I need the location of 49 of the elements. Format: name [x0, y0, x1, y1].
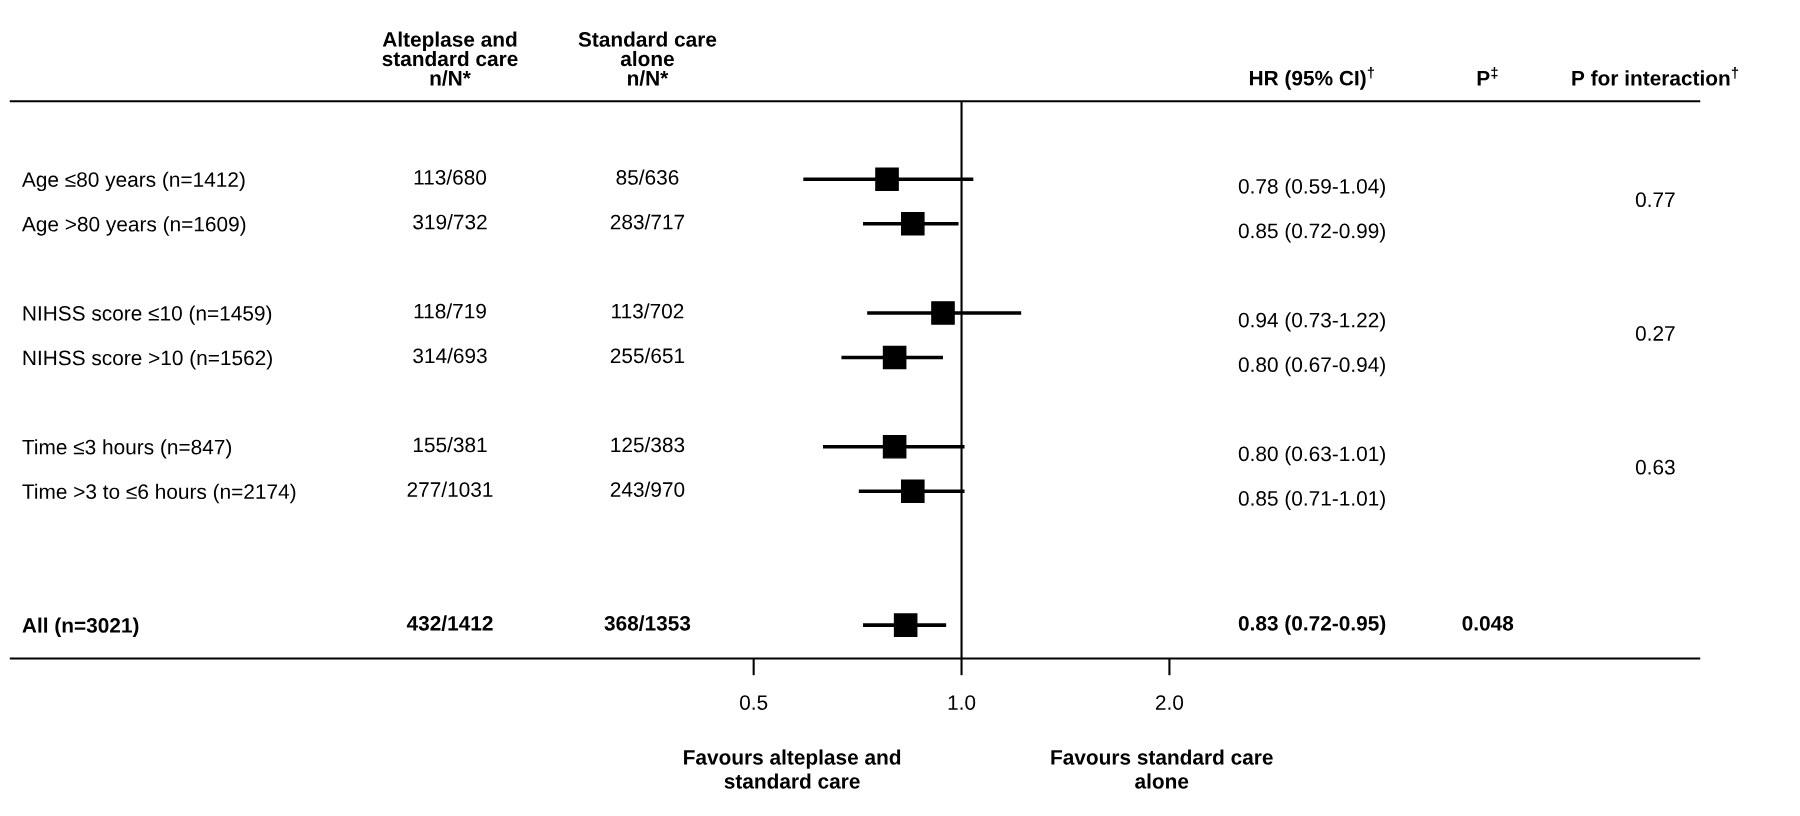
point — [875, 167, 899, 192]
y-tick-label: Time ≤3 hours (n=847) — [22, 439, 232, 459]
annotation: 432/1412 — [406, 615, 493, 631]
annotation: 85/636 — [616, 169, 679, 185]
annotation: 314/693 — [413, 347, 487, 364]
text: Favours standard care alone — [1051, 749, 1273, 789]
point — [900, 479, 925, 504]
annotation: 0.94 (0.73-1.22) — [1238, 312, 1385, 332]
point — [931, 301, 955, 325]
x-tick-label: 0.5 — [740, 695, 768, 710]
y-tick-label: Age >80 years (n=1609) — [21, 216, 246, 236]
annotation: 0.048 — [1462, 615, 1514, 631]
annotation: 0.83 (0.72-0.95) — [1238, 615, 1386, 635]
text: Favours alteplase and standard care — [684, 749, 901, 789]
annotation: 243/970 — [610, 481, 685, 497]
y-tick-label: Age ≤80 years (n=1412) — [21, 171, 245, 192]
x-tick-label: 2.0 — [1155, 695, 1184, 710]
annotation: 0.80 (0.63-1.01) — [1238, 445, 1385, 466]
annotation: 125/383 — [611, 437, 685, 453]
y-tick-label: NIHSS score ≤10 (n=1459) — [23, 305, 272, 325]
text: P for interaction$^{†}$ — [1572, 67, 1739, 86]
annotation: 0.63 — [1635, 459, 1675, 475]
annotation: 0.80 (0.67-0.94) — [1238, 356, 1385, 377]
text: HR (95% CI)$^{†}$ — [1249, 67, 1374, 90]
point — [893, 613, 918, 637]
text: Standard care alone n/N* — [578, 31, 717, 86]
annotation: 113/702 — [612, 303, 684, 319]
annotation: 155/381 — [413, 437, 487, 453]
annotation: 277/1031 — [407, 481, 493, 497]
text: P$^{‡}$ — [1477, 67, 1498, 86]
y-tick-label: All (n=3021) — [22, 617, 139, 637]
annotation: 0.27 — [1635, 326, 1675, 341]
annotation: 368/1353 — [604, 615, 691, 631]
annotation: 255/651 — [610, 347, 685, 364]
text: Alteplase and standard care n/N* — [382, 31, 518, 86]
annotation: 0.77 — [1635, 192, 1675, 208]
annotation: 0.78 (0.59-1.04) — [1238, 178, 1385, 198]
point — [882, 345, 907, 370]
annotation: 118/719 — [414, 303, 486, 319]
annotation: 283/717 — [610, 214, 685, 230]
annotation: 319/732 — [413, 214, 487, 230]
annotation: 113/680 — [414, 169, 487, 185]
y-tick-label: NIHSS score >10 (n=1562) — [23, 350, 272, 370]
point — [900, 211, 925, 236]
y-tick-label: Time >3 to ≤6 hours (n=2174) — [22, 483, 296, 504]
annotation: 0.85 (0.71-1.01) — [1238, 490, 1385, 510]
x-tick-label: 1.0 — [948, 695, 976, 710]
point — [882, 434, 907, 459]
annotation: 0.85 (0.72-0.99) — [1238, 223, 1385, 243]
